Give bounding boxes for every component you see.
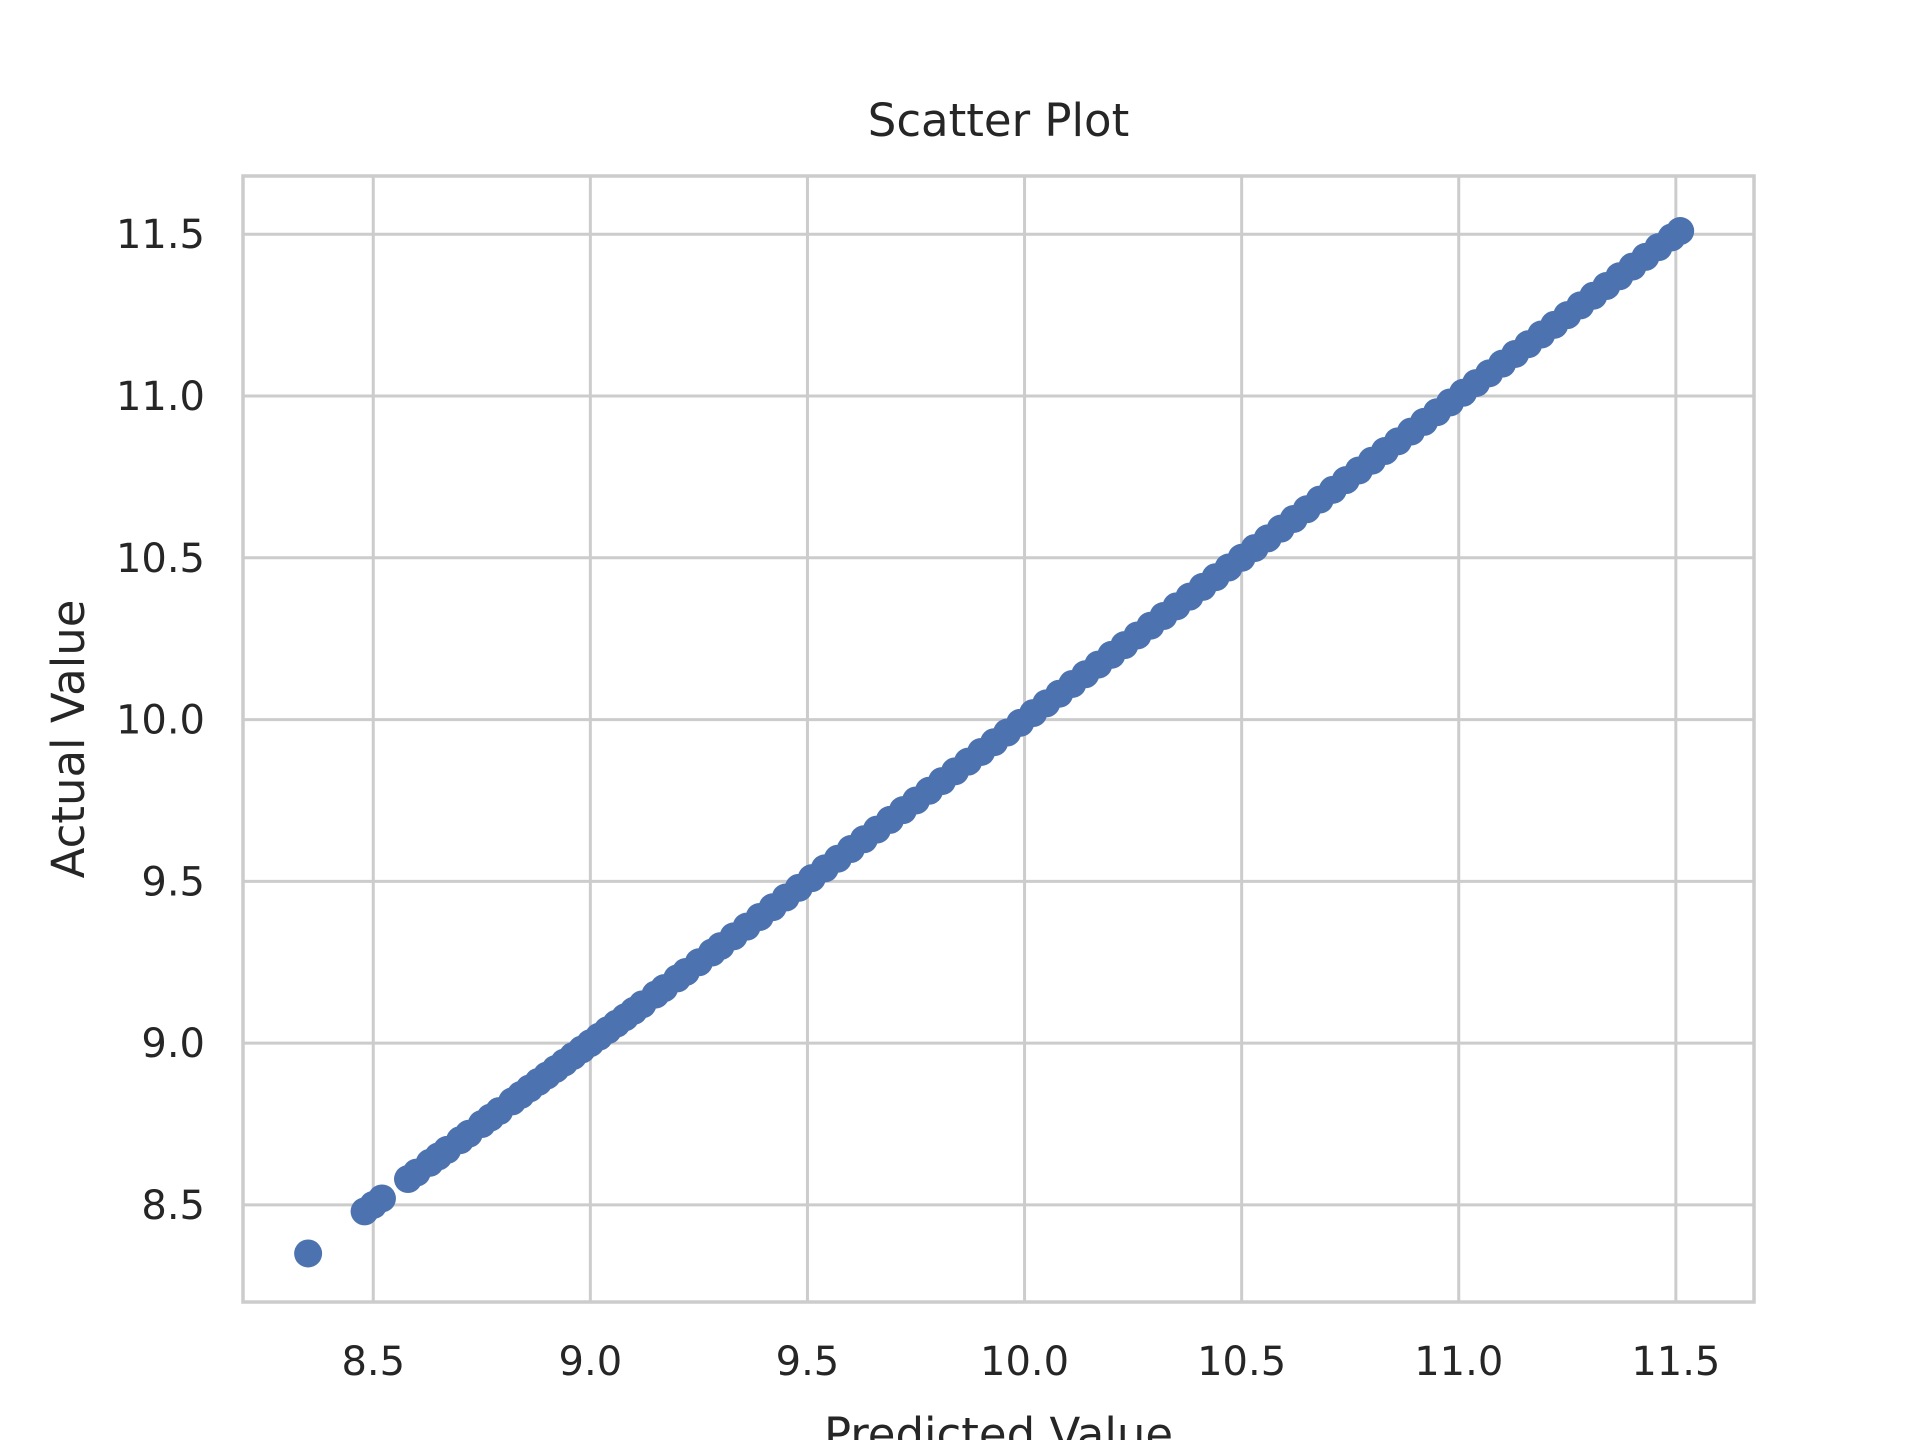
y-tick-label: 8.5 [141, 1183, 205, 1229]
plot-frame [241, 174, 1756, 1304]
data-point [1666, 217, 1695, 246]
y-axis-label: Actual Value [42, 600, 95, 879]
x-tick-labels: 8.5 9.0 9.5 10.0 10.5 11.0 11.5 [341, 1339, 1720, 1385]
x-axis-label: Predicted Value [824, 1408, 1173, 1440]
y-tick-label: 10.5 [116, 536, 205, 582]
y-tick-labels: 8.5 9.0 9.5 10.0 10.5 11.0 11.5 [116, 212, 205, 1229]
x-tick-label: 11.5 [1631, 1339, 1720, 1385]
y-tick-label: 9.0 [141, 1021, 205, 1067]
y-tick-label: 11.5 [116, 212, 205, 258]
x-tick-label: 10.0 [980, 1339, 1069, 1385]
y-tick-label: 9.5 [141, 859, 205, 905]
data-point [294, 1239, 323, 1268]
x-tick-label: 9.5 [776, 1339, 840, 1385]
x-tick-label: 11.0 [1414, 1339, 1503, 1385]
data-point [367, 1184, 396, 1213]
grid [243, 176, 1754, 1302]
y-tick-label: 11.0 [116, 374, 205, 420]
data-points [294, 217, 1695, 1268]
y-tick-label: 10.0 [116, 698, 205, 744]
x-tick-label: 8.5 [341, 1339, 405, 1385]
chart-title: Scatter Plot [868, 94, 1129, 147]
x-tick-label: 10.5 [1197, 1339, 1286, 1385]
x-tick-label: 9.0 [559, 1339, 623, 1385]
